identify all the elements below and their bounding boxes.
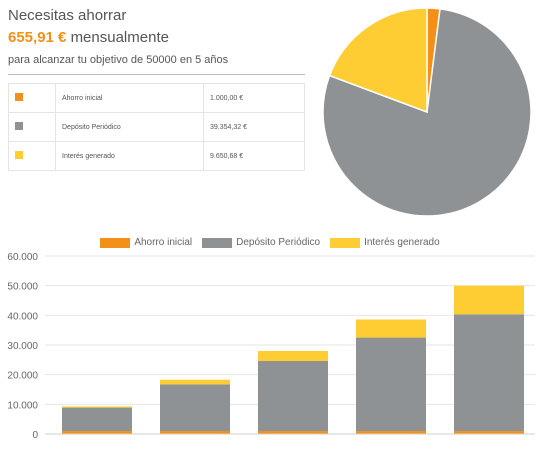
legend-label: Ahorro inicial (134, 237, 193, 248)
bar-segment (160, 379, 230, 385)
goal-description: para alcanzar tu objetivo de 50000 en 5 … (8, 54, 229, 66)
color-swatch (15, 122, 23, 130)
bar-segment (62, 406, 132, 408)
y-tick-label: 50.000 (7, 282, 38, 293)
y-tick-label: 40.000 (7, 311, 38, 322)
legend-item[interactable]: Ahorro inicial (100, 237, 192, 248)
breakdown-row: Interés generado 9.650,68 € (8, 141, 305, 171)
monthly-amount: 655,91 € (8, 29, 67, 46)
breakdown-row: Depósito Periódico 39.354,32 € (8, 112, 305, 142)
breakdown-swatch-cell (8, 83, 56, 113)
bar-segment (258, 361, 328, 432)
legend-swatch (330, 237, 361, 248)
bar-segment (356, 319, 426, 338)
bar-segment (62, 407, 132, 432)
legend-item[interactable]: Interés generado (330, 237, 440, 248)
bar-segment (454, 314, 524, 432)
bar-segment (258, 350, 328, 362)
bar-segment (356, 337, 426, 432)
legend-swatch (100, 237, 131, 248)
legend-swatch (202, 237, 233, 248)
bar-segment (160, 384, 230, 432)
breakdown-label: Interés generado (55, 141, 204, 171)
bar-segment (160, 431, 230, 434)
monthly-amount-line: 655,91 € mensualmente (8, 29, 169, 46)
color-swatch (15, 151, 23, 159)
legend-item[interactable]: Depósito Periódico (202, 237, 320, 248)
breakdown-value: 1.000,00 € (203, 83, 305, 113)
legend-label: Interés generado (364, 237, 440, 248)
y-tick-label: 10.000 (7, 400, 38, 411)
y-tick-label: 0 (32, 430, 38, 441)
breakdown-value: 39.354,32 € (203, 112, 305, 142)
y-tick-label: 30.000 (7, 341, 38, 352)
breakdown-value: 9.650,68 € (203, 141, 305, 171)
divider (8, 74, 305, 75)
breakdown-swatch-cell (8, 141, 56, 171)
breakdown-table: Ahorro inicial 1.000,00 € Depósito Periódi… (8, 83, 305, 171)
pie-slice (328, 7, 428, 114)
bar-segment (454, 431, 524, 434)
bar-segment (62, 431, 132, 434)
monthly-suffix: mensualmente (70, 29, 169, 46)
bar-segment (454, 285, 524, 315)
bar-segment (356, 431, 426, 434)
y-tick-label: 60.000 (7, 252, 38, 263)
color-swatch (15, 93, 23, 101)
result-heading: Necesitas ahorrar (8, 7, 127, 24)
legend-label: Depósito Periódico (236, 237, 321, 248)
y-tick-label: 20.000 (7, 371, 38, 382)
chart-legend: Ahorro inicial Depósito Periódico Interés … (0, 237, 540, 248)
bar-segment (258, 431, 328, 434)
